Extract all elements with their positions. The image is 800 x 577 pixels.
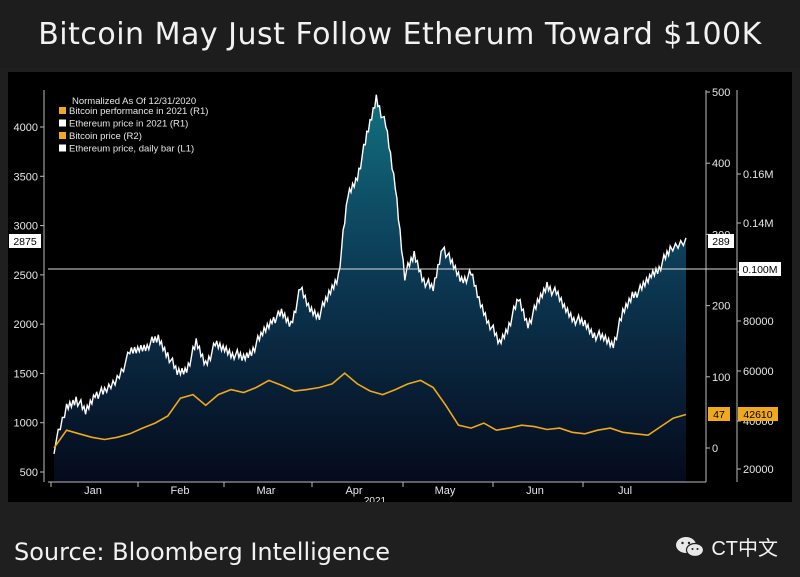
ethereum-price-line [53, 94, 687, 455]
legend-title: Normalized As Of 12/31/2020 [72, 96, 196, 107]
title-bar: Bitcoin May Just Follow Etherum Toward $… [0, 0, 800, 68]
left-axis-tick-label: 1500 [14, 368, 38, 380]
left-axis-tick-label: 3500 [14, 171, 38, 183]
left-axis-tick-label: 500 [20, 467, 38, 479]
legend-item-label: Ethereum price, daily bar (L1) [69, 144, 194, 155]
brand-badge: CT中文 [675, 532, 778, 561]
r2-axis-tick-label: 0.16M [743, 169, 774, 181]
legend-swatch [59, 107, 66, 114]
left-axis-tick-label: 1000 [14, 418, 38, 430]
left-axis-tick-label: 4000 [14, 122, 38, 134]
legend-item-label: Bitcoin performance in 2021 (R1) [69, 106, 208, 117]
footer: Source: Bloomberg Intelligence CT中文 [0, 506, 800, 577]
ethereum-left-tag-bg [9, 234, 41, 248]
r1-axis-tick-label: 100 [712, 372, 730, 384]
reference-line-tag-bg [739, 262, 781, 276]
bitcoin-performance-line [53, 372, 687, 449]
left-axis-tick-label: 3000 [14, 221, 38, 233]
legend-swatch [59, 132, 66, 139]
r1-axis-tick-label: 0 [712, 443, 718, 455]
x-axis-tick-label: Jun [526, 485, 544, 497]
legend-item-label: Bitcoin price (R2) [69, 131, 142, 142]
bitcoin-r2-tag: 42610 [743, 409, 772, 421]
bitcoin-r2-tag-bg [738, 407, 778, 421]
x-axis-year-label: 2021 [364, 496, 387, 502]
r1-axis-tick-label: 500 [712, 87, 730, 99]
r2-axis-tick-label: 0.14M [743, 218, 774, 230]
source-label: Source: Bloomberg Intelligence [14, 538, 390, 566]
x-axis-tick-label: Apr [345, 485, 362, 497]
ethereum-r1-tag-bg [708, 234, 734, 248]
r2-axis-tick-label: 60000 [743, 366, 774, 378]
r2-axis-tick-label: 80000 [743, 316, 774, 328]
x-axis-tick-label: Feb [171, 485, 190, 497]
ethereum-r1-tag: 289 [712, 236, 730, 248]
page-title: Bitcoin May Just Follow Etherum Toward $… [38, 16, 762, 52]
ethereum-area [54, 94, 686, 482]
x-axis-tick-label: Mar [257, 485, 276, 497]
left-axis-tick-label: 2500 [14, 270, 38, 282]
brand-label: CT中文 [711, 538, 778, 560]
r2-axis-tick-label: 20000 [743, 464, 774, 476]
ethereum-left-tag: 2875 [13, 236, 37, 248]
r1-axis-tick-label: 200 [712, 301, 730, 313]
r1-axis-tick-label: 400 [712, 158, 730, 170]
x-axis-tick-label: Jul [618, 485, 632, 497]
left-axis-tick-label: 2000 [14, 319, 38, 331]
x-axis-tick-label: May [435, 485, 456, 497]
legend-item-label: Ethereum price in 2021 (R1) [69, 119, 188, 130]
legend-swatch [59, 144, 66, 152]
x-axis-tick-label: Jan [84, 485, 102, 497]
reference-line-tag: 0.100M [742, 264, 777, 276]
bitcoin-r1-tag: 47 [713, 409, 725, 421]
bitcoin-r1-tag-bg [708, 407, 730, 421]
legend: Normalized As Of 12/31/2020 Bitcoin perf… [58, 92, 266, 158]
wechat-icon [676, 536, 705, 557]
legend-swatch [59, 119, 66, 127]
